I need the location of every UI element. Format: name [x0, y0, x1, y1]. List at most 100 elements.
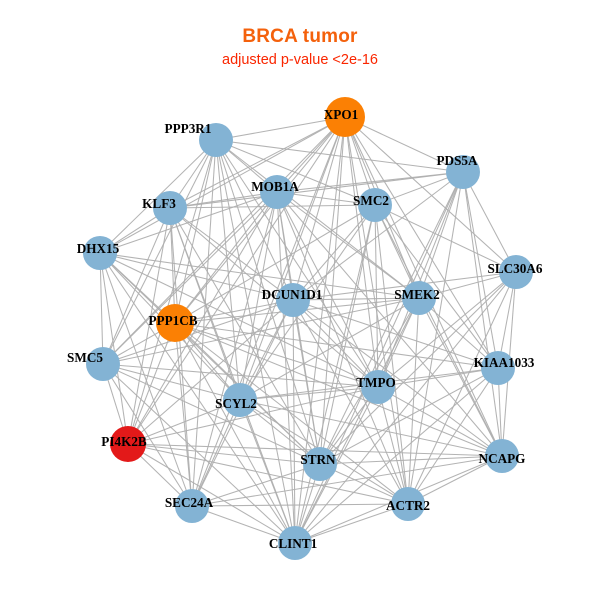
graph-edge — [127, 443, 296, 544]
graph-node-clint1[interactable] — [278, 526, 312, 560]
graph-edge — [174, 204, 376, 324]
graph-node-label-xpo1: XPO1 — [324, 107, 358, 122]
graph-node-actr2[interactable] — [391, 487, 425, 521]
graph-edge — [174, 299, 294, 324]
graph-edge — [319, 455, 503, 465]
graph-node-label-ppp1cb: PPP1CB — [148, 313, 197, 328]
graph-edge — [344, 116, 464, 173]
graph-node-tmpo[interactable] — [361, 370, 395, 404]
graph-edge — [99, 191, 278, 254]
graph-edge — [377, 271, 517, 388]
graph-node-label-dcun1d1: DCUN1D1 — [262, 287, 323, 302]
graph-edge — [169, 207, 193, 507]
graph-edge — [462, 171, 499, 369]
graph-node-sec24a[interactable] — [175, 489, 209, 523]
graph-node-label-kiaa1033: KIAA1033 — [474, 355, 535, 370]
graph-edge — [374, 204, 379, 388]
graph-node-label-scyl2: SCYL2 — [215, 396, 257, 411]
graph-edge — [191, 463, 321, 507]
graph-edge — [374, 204, 517, 273]
graph-edge — [215, 116, 346, 141]
graph-node-ncapg[interactable] — [485, 439, 519, 473]
graph-edge — [191, 503, 409, 507]
graph-edge — [292, 116, 346, 301]
graph-edge — [191, 505, 296, 544]
graph-edge — [99, 252, 129, 445]
graph-edge — [215, 139, 420, 299]
graph-edge — [294, 171, 464, 544]
graph-node-strn[interactable] — [303, 447, 337, 481]
graph-edge — [174, 191, 278, 324]
graph-node-label-clint1: CLINT1 — [269, 536, 317, 551]
graph-edge — [294, 367, 499, 544]
graph-edge — [127, 443, 321, 465]
graph-node-pds5a[interactable] — [446, 155, 480, 189]
graph-edge — [292, 299, 321, 465]
graph-edge — [99, 116, 346, 254]
graph-edge — [215, 139, 376, 206]
graph-node-label-mob1a: MOB1A — [251, 179, 299, 194]
graph-node-label-pds5a: PDS5A — [436, 153, 478, 168]
graph-node-dcun1d1[interactable] — [276, 283, 310, 317]
graph-node-dhx15[interactable] — [83, 236, 117, 270]
graph-edge — [169, 207, 294, 301]
graph-edge — [377, 386, 409, 505]
graph-edge — [294, 297, 420, 544]
graph-edge — [127, 322, 176, 445]
graph-edge — [407, 367, 499, 505]
graph-node-pi4k2b[interactable] — [110, 426, 146, 462]
graph-edge — [276, 191, 296, 544]
graph-edge — [102, 363, 193, 507]
graph-edge — [344, 116, 379, 388]
graph-edge — [102, 363, 321, 465]
graph-node-label-tmpo: TMPO — [356, 375, 396, 390]
graph-node-ppp1cb[interactable] — [156, 304, 194, 342]
graph-edge — [215, 139, 294, 301]
graph-edge — [407, 455, 503, 505]
graph-node-smek2[interactable] — [402, 281, 436, 315]
graph-edge — [377, 367, 499, 388]
graph-edge — [292, 204, 376, 301]
graph-edge — [292, 299, 296, 544]
graph-edge — [462, 171, 517, 273]
node-layer — [83, 97, 533, 560]
graph-edge — [102, 363, 379, 388]
graph-edge — [102, 207, 171, 365]
graph-edge — [174, 322, 379, 388]
graph-edge — [374, 204, 499, 369]
graph-edge — [319, 171, 464, 465]
graph-node-ppp3r1[interactable] — [199, 123, 233, 157]
graph-edge — [239, 299, 294, 401]
graph-edge — [462, 171, 503, 457]
graph-edge — [292, 299, 499, 369]
graph-edge — [99, 252, 193, 507]
graph-node-scyl2[interactable] — [223, 383, 257, 417]
graph-node-label-smek2: SMEK2 — [394, 287, 440, 302]
graph-node-label-actr2: ACTR2 — [386, 498, 430, 513]
edge-layer — [99, 116, 517, 544]
node-label-layer: XPO1 PPP3R1 PDS5A MOB1A SMC2 KLF3 DHX15 SLC30A6… — [67, 107, 543, 551]
graph-node-label-ncapg: NCAPG — [479, 451, 526, 466]
graph-node-klf3[interactable] — [153, 191, 187, 225]
graph-edge — [102, 363, 296, 544]
graph-edge — [127, 443, 409, 505]
graph-node-smc5[interactable] — [86, 347, 120, 381]
graph-edge — [169, 207, 321, 465]
graph-node-slc30a6[interactable] — [499, 255, 533, 289]
graph-edge — [102, 139, 217, 365]
graph-edge — [418, 297, 499, 369]
graph-edge — [215, 139, 321, 465]
graph-edge — [102, 116, 346, 365]
graph-node-smc2[interactable] — [358, 188, 392, 222]
graph-node-kiaa1033[interactable] — [481, 351, 515, 385]
graph-edge — [377, 386, 503, 457]
graph-edge — [127, 399, 241, 445]
graph-edge — [294, 271, 517, 544]
graph-edge — [191, 139, 217, 507]
graph-edge — [169, 171, 464, 209]
graph-node-mob1a[interactable] — [260, 175, 294, 209]
graph-node-xpo1[interactable] — [325, 97, 365, 137]
graph-edge — [294, 503, 409, 544]
